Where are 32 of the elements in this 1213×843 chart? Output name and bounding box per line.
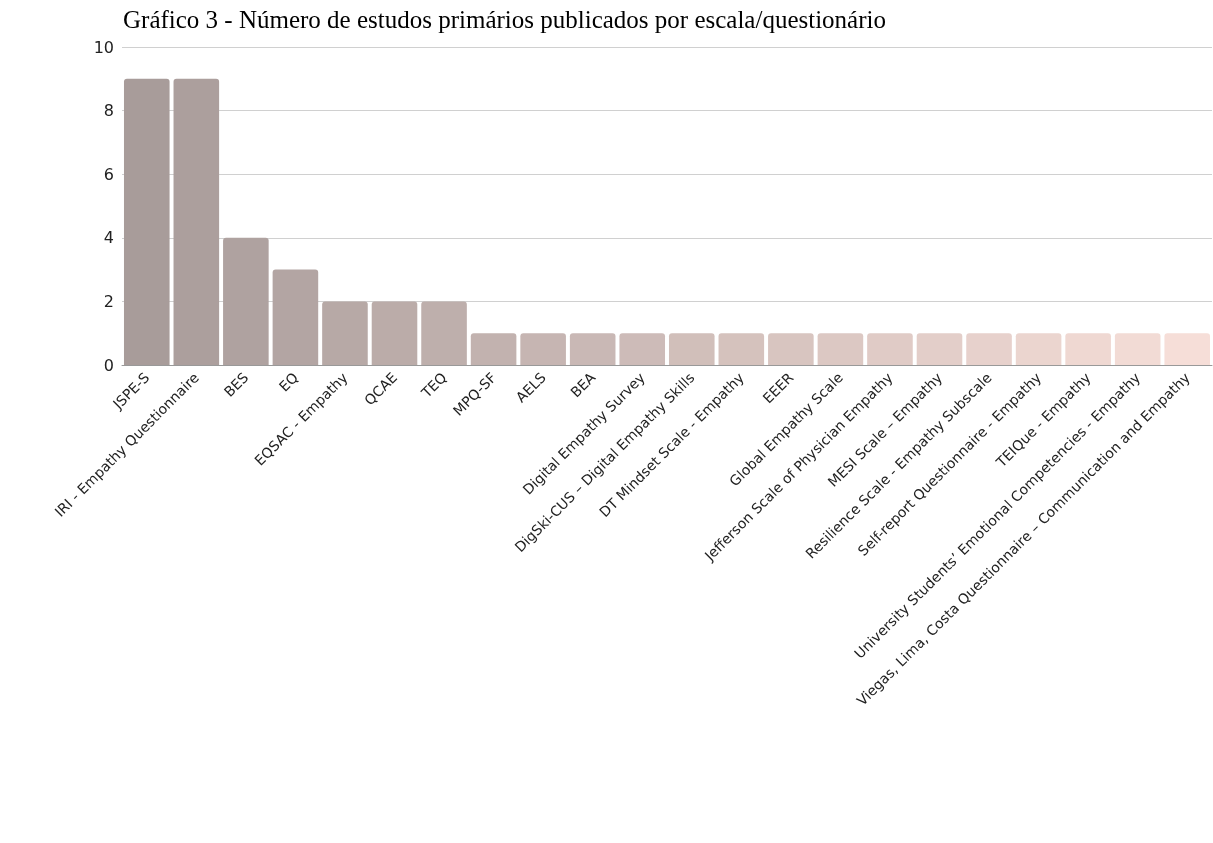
y-tick-label: 6	[103, 164, 114, 184]
y-tick-label: 4	[103, 228, 114, 248]
bar	[223, 237, 269, 365]
bar	[371, 301, 418, 365]
bar	[768, 333, 814, 365]
x-tick-label: BEA	[567, 369, 599, 401]
y-tick-label: 8	[103, 101, 114, 121]
bar	[421, 301, 467, 365]
bar	[1164, 333, 1211, 365]
bar	[966, 333, 1012, 365]
bar	[173, 78, 220, 365]
x-tick-label: EQ	[275, 369, 302, 395]
bar	[123, 78, 170, 365]
bar	[520, 333, 566, 365]
chart-title: Gráfico 3 - Número de estudos primários publicados por escala/questionário	[123, 6, 886, 33]
bar	[916, 333, 963, 365]
bar	[1065, 333, 1111, 365]
bar	[1015, 333, 1062, 365]
y-tick-label: 0	[103, 355, 114, 375]
bar	[817, 333, 864, 365]
y-tick-label: 10	[93, 37, 114, 57]
x-tick-label: TEQ	[417, 369, 450, 402]
bar	[569, 333, 616, 365]
bar	[619, 333, 666, 365]
bar	[272, 269, 319, 365]
bar	[867, 333, 913, 365]
y-tick-label: 2	[103, 291, 114, 311]
bar	[718, 333, 765, 365]
bar	[1114, 333, 1161, 365]
bar	[668, 333, 715, 365]
bar	[470, 333, 517, 365]
bar	[322, 301, 368, 365]
